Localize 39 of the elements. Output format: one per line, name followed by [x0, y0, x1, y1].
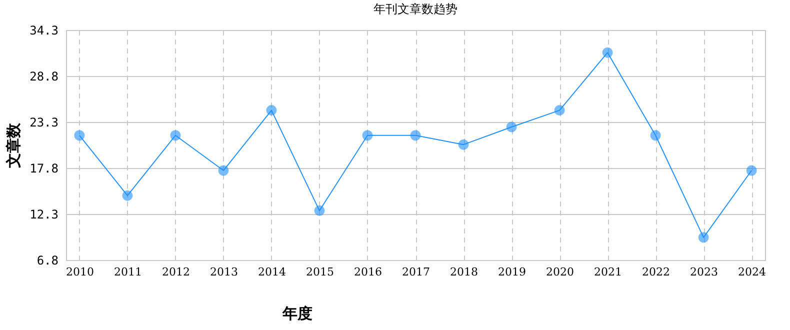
point	[650, 130, 661, 141]
point	[314, 205, 325, 216]
x-tick-label: 2022	[642, 266, 670, 278]
x-tick-label: 2010	[66, 266, 94, 278]
x-tick-label: 2019	[498, 266, 526, 278]
point	[698, 232, 709, 243]
point	[170, 130, 181, 141]
x-tick-label: 2020	[546, 266, 574, 278]
y-tick-label: 28.8	[30, 70, 58, 84]
x-tick-label: 2013	[210, 266, 238, 278]
point	[602, 47, 613, 58]
point	[122, 190, 133, 201]
y-tick-label: 6.8	[36, 254, 58, 268]
y-axis-title: 文章数	[4, 122, 23, 169]
point	[506, 122, 517, 132]
chart-title: 年刊文章数趋势	[374, 2, 458, 16]
x-tick-label: 2021	[594, 266, 622, 278]
x-tick-label: 2017	[402, 266, 430, 278]
point	[410, 130, 421, 141]
point	[266, 105, 277, 116]
x-tick-label: 2012	[162, 266, 190, 278]
x-tick-label: 2018	[450, 266, 478, 278]
y-tick-label: 34.3	[30, 24, 58, 38]
x-tick-label: 2023	[690, 266, 718, 278]
point	[746, 165, 757, 176]
point	[74, 130, 85, 141]
point	[218, 165, 229, 176]
y-tick-label: 17.8	[30, 162, 58, 176]
point	[554, 105, 565, 116]
x-axis-title: 年度	[282, 304, 312, 322]
y-tick-label: 12.3	[30, 208, 58, 222]
x-tick-label: 2014	[258, 266, 286, 278]
point	[362, 130, 373, 141]
y-tick-label: 23.3	[30, 116, 58, 130]
x-tick-label: 2015	[306, 266, 334, 278]
x-tick-label: 2024	[738, 266, 766, 278]
point	[458, 139, 469, 150]
x-tick-label: 2016	[354, 266, 382, 278]
x-tick-label: 2011	[114, 266, 142, 278]
